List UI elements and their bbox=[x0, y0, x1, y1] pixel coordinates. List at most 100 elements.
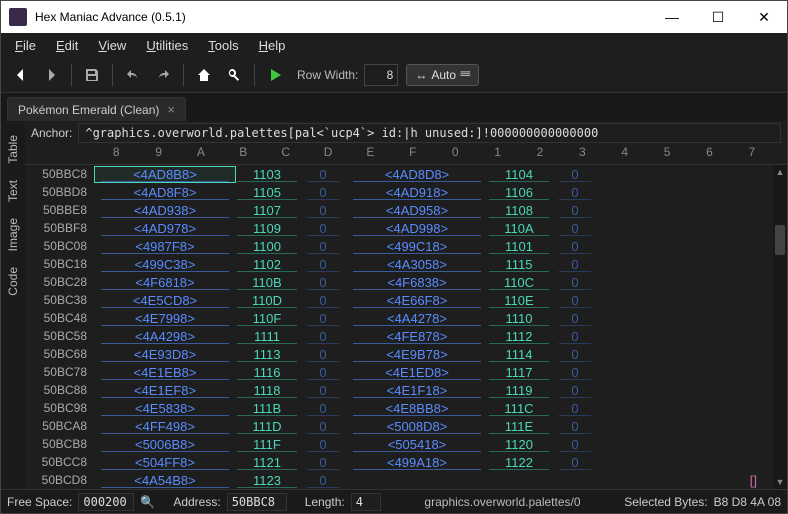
pointer-cell[interactable]: <4E5838> bbox=[95, 401, 235, 416]
free-space-input[interactable] bbox=[78, 493, 134, 511]
pointer-cell[interactable]: <4AD978> bbox=[95, 221, 235, 236]
undo-button[interactable] bbox=[119, 61, 147, 89]
value-cell[interactable]: 1103 bbox=[235, 167, 299, 182]
pointer-cell[interactable]: <4E9B78> bbox=[347, 347, 487, 362]
value-cell[interactable]: 1106 bbox=[487, 185, 551, 200]
value-cell[interactable]: 1110 bbox=[487, 311, 551, 326]
value-cell[interactable]: 111B bbox=[235, 401, 299, 416]
value-cell[interactable]: 1107 bbox=[235, 203, 299, 218]
value-cell[interactable]: 1122 bbox=[487, 455, 551, 470]
zero-cell[interactable]: 0 bbox=[299, 311, 347, 326]
zero-cell[interactable]: 0 bbox=[551, 275, 599, 290]
pointer-cell[interactable]: <4AD8B8> bbox=[95, 167, 235, 182]
table-row[interactable]: 50BC68<4E93D8>11130<4E9B78>11140 bbox=[25, 345, 787, 363]
menu-edit[interactable]: Edit bbox=[46, 35, 88, 56]
value-cell[interactable]: 1118 bbox=[235, 383, 299, 398]
auto-width-button[interactable]: ↔Auto≡≡ bbox=[406, 64, 478, 86]
pointer-cell[interactable]: <4AD998> bbox=[347, 221, 487, 236]
table-row[interactable]: 50BC48<4E7998>110F0<4A4278>11100 bbox=[25, 309, 787, 327]
table-row[interactable]: 50BCB8<5006B8>111F0<505418>11200 bbox=[25, 435, 787, 453]
minimize-button[interactable]: — bbox=[649, 1, 695, 33]
zero-cell[interactable]: 0 bbox=[299, 257, 347, 272]
vertical-scrollbar[interactable]: ▲ ▼ bbox=[773, 165, 787, 489]
pointer-cell[interactable]: <4E8BB8> bbox=[347, 401, 487, 416]
pointer-cell[interactable]: <4E66F8> bbox=[347, 293, 487, 308]
table-row[interactable]: 50BCD8<4A54B8>11230[] bbox=[25, 471, 787, 489]
value-cell[interactable]: 1116 bbox=[235, 365, 299, 380]
zero-cell[interactable]: 0 bbox=[299, 185, 347, 200]
value-cell[interactable]: 111D bbox=[235, 419, 299, 434]
pointer-cell[interactable]: <4A54B8> bbox=[95, 473, 235, 488]
zero-cell[interactable]: 0 bbox=[551, 167, 599, 182]
table-row[interactable]: 50BBE8<4AD938>11070<4AD958>11080 bbox=[25, 201, 787, 219]
value-cell[interactable]: 110C bbox=[487, 275, 551, 290]
address-input[interactable] bbox=[227, 493, 287, 511]
table-row[interactable]: 50BBF8<4AD978>11090<4AD998>110A0 bbox=[25, 219, 787, 237]
table-row[interactable]: 50BC18<499C38>11020<4A3058>11150 bbox=[25, 255, 787, 273]
zero-cell[interactable]: 0 bbox=[299, 401, 347, 416]
value-cell[interactable]: 1112 bbox=[487, 329, 551, 344]
search-small-icon[interactable]: 🔍 bbox=[140, 495, 155, 509]
value-cell[interactable]: 111C bbox=[487, 401, 551, 416]
value-cell[interactable]: 110A bbox=[487, 221, 551, 236]
value-cell[interactable]: 1114 bbox=[487, 347, 551, 362]
table-row[interactable]: 50BCC8<504FF8>11210<499A18>11220 bbox=[25, 453, 787, 471]
scroll-down-icon[interactable]: ▼ bbox=[773, 475, 787, 489]
zero-cell[interactable]: 0 bbox=[299, 221, 347, 236]
home-button[interactable] bbox=[190, 61, 218, 89]
value-cell[interactable]: 1100 bbox=[235, 239, 299, 254]
run-button[interactable] bbox=[261, 61, 289, 89]
pointer-cell[interactable]: <499A18> bbox=[347, 455, 487, 470]
save-button[interactable] bbox=[78, 61, 106, 89]
value-cell[interactable]: 1102 bbox=[235, 257, 299, 272]
value-cell[interactable]: 111E bbox=[487, 419, 551, 434]
scroll-up-icon[interactable]: ▲ bbox=[773, 165, 787, 179]
zero-cell[interactable]: 0 bbox=[299, 347, 347, 362]
zero-cell[interactable]: 0 bbox=[551, 329, 599, 344]
menu-file[interactable]: File bbox=[5, 35, 46, 56]
pointer-cell[interactable]: <4FF498> bbox=[95, 419, 235, 434]
value-cell[interactable]: 110D bbox=[235, 293, 299, 308]
hex-grid[interactable]: 50BBC8<4AD8B8>11030<4AD8D8>1104050BBD8<4… bbox=[25, 165, 787, 489]
anchor-input[interactable] bbox=[78, 123, 781, 143]
zero-cell[interactable]: 0 bbox=[551, 293, 599, 308]
pointer-cell[interactable]: <4A3058> bbox=[347, 257, 487, 272]
value-cell[interactable]: 1109 bbox=[235, 221, 299, 236]
pointer-cell[interactable]: <505418> bbox=[347, 437, 487, 452]
table-row[interactable]: 50BBD8<4AD8F8>11050<4AD918>11060 bbox=[25, 183, 787, 201]
table-row[interactable]: 50BCA8<4FF498>111D0<5008D8>111E0 bbox=[25, 417, 787, 435]
pointer-cell[interactable]: <4AD958> bbox=[347, 203, 487, 218]
pointer-cell[interactable]: <499C18> bbox=[347, 239, 487, 254]
zero-cell[interactable]: 0 bbox=[551, 221, 599, 236]
value-cell[interactable]: 1105 bbox=[235, 185, 299, 200]
pointer-cell[interactable]: <4E1ED8> bbox=[347, 365, 487, 380]
pointer-cell[interactable]: <4FE878> bbox=[347, 329, 487, 344]
zero-cell[interactable]: 0 bbox=[551, 311, 599, 326]
zero-cell[interactable]: 0 bbox=[299, 329, 347, 344]
sidetab-code[interactable]: Code bbox=[4, 259, 22, 304]
pointer-cell[interactable]: <4AD938> bbox=[95, 203, 235, 218]
sidetab-image[interactable]: Image bbox=[4, 210, 22, 259]
row-width-input[interactable] bbox=[364, 64, 398, 86]
table-row[interactable]: 50BC28<4F6818>110B0<4F6838>110C0 bbox=[25, 273, 787, 291]
back-button[interactable] bbox=[7, 61, 35, 89]
value-cell[interactable]: 1119 bbox=[487, 383, 551, 398]
zero-cell[interactable]: 0 bbox=[299, 167, 347, 182]
zero-cell[interactable]: 0 bbox=[299, 293, 347, 308]
value-cell[interactable]: 1115 bbox=[487, 257, 551, 272]
zero-cell[interactable]: 0 bbox=[551, 365, 599, 380]
value-cell[interactable]: 1104 bbox=[487, 167, 551, 182]
zero-cell[interactable]: 0 bbox=[299, 275, 347, 290]
zero-cell[interactable]: 0 bbox=[551, 239, 599, 254]
value-cell[interactable]: 1111 bbox=[235, 329, 299, 344]
pointer-cell[interactable]: <5008D8> bbox=[347, 419, 487, 434]
pointer-cell[interactable]: <4A4298> bbox=[95, 329, 235, 344]
table-row[interactable]: 50BBC8<4AD8B8>11030<4AD8D8>11040 bbox=[25, 165, 787, 183]
document-tab[interactable]: Pokémon Emerald (Clean) × bbox=[7, 97, 186, 121]
pointer-cell[interactable]: <4F6838> bbox=[347, 275, 487, 290]
zero-cell[interactable]: 0 bbox=[299, 473, 347, 488]
length-input[interactable] bbox=[351, 493, 381, 511]
pointer-cell[interactable]: <4AD918> bbox=[347, 185, 487, 200]
maximize-button[interactable]: ☐ bbox=[695, 1, 741, 33]
pointer-cell[interactable]: <4E93D8> bbox=[95, 347, 235, 362]
